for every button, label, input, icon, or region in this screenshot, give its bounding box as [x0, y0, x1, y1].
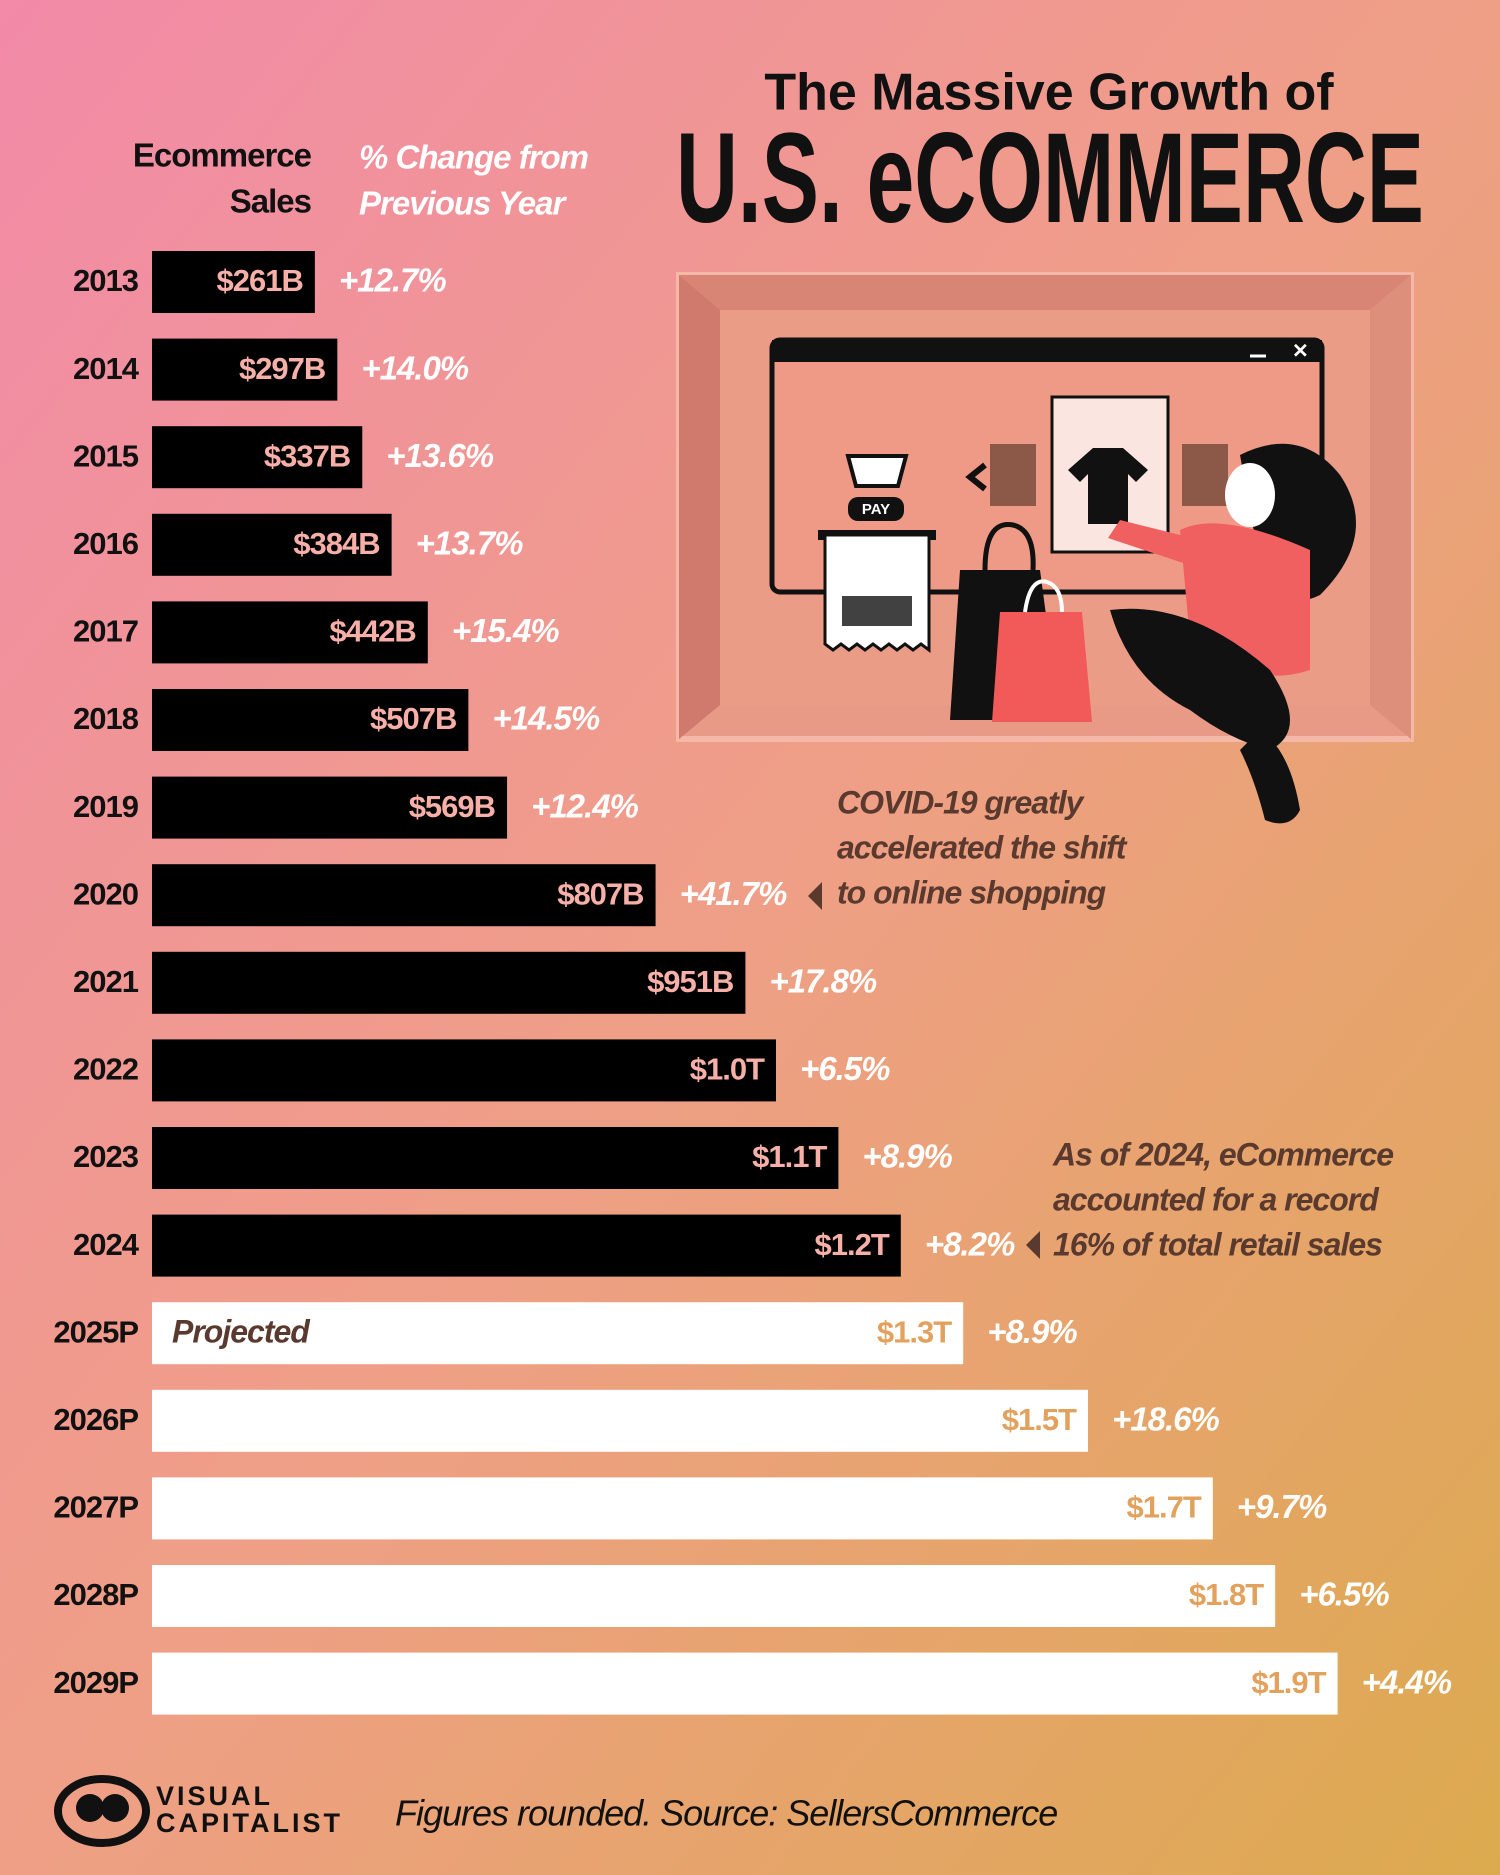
bar: [152, 1565, 1276, 1627]
value-label: $261B: [217, 263, 303, 298]
change-label: +9.7%: [1237, 1488, 1327, 1525]
annotation-arrow: [1026, 1231, 1040, 1259]
y-tick-label: 2021: [73, 964, 139, 999]
y-tick-label: 2018: [73, 701, 139, 736]
change-label: +13.7%: [416, 525, 523, 562]
bar: [152, 1039, 776, 1102]
change-label: +14.0%: [361, 349, 468, 386]
value-label: $507B: [370, 701, 456, 736]
projected-label: Projected: [172, 1314, 311, 1350]
bar: [152, 864, 656, 927]
change-label: +18.6%: [1112, 1401, 1219, 1438]
bar: [152, 689, 469, 751]
y-tick-label: 2014: [73, 351, 140, 386]
change-label: +8.2%: [925, 1225, 1015, 1262]
y-tick-label: 2019: [73, 789, 139, 824]
annotation: accounted for a record: [1053, 1181, 1380, 1217]
bar: [152, 1652, 1338, 1715]
change-label: +6.5%: [1299, 1576, 1389, 1613]
headers: The Massive Growth of U.S. eCOMMERCE Eco…: [54, 64, 1424, 1847]
chart-subtitle: U.S. eCOMMERCE: [676, 107, 1424, 250]
column-header: Ecommerce: [133, 137, 312, 174]
annotation-arrow: [808, 882, 822, 910]
value-label: $297B: [239, 351, 325, 386]
bar: [152, 1477, 1213, 1540]
change-label: +8.9%: [987, 1313, 1077, 1350]
svg-text:PAY: PAY: [862, 501, 890, 518]
change-label: +6.5%: [800, 1050, 890, 1087]
value-label: $384B: [293, 526, 379, 561]
bar: [152, 1302, 964, 1365]
y-tick-label: 2022: [73, 1052, 138, 1087]
y-tick-label: 2016: [73, 526, 139, 561]
bar: [152, 1214, 901, 1277]
annotation: 16% of total retail sales: [1053, 1226, 1382, 1262]
annotation: As of 2024, eCommerce: [1052, 1136, 1393, 1172]
y-tick-label: 2027P: [53, 1490, 138, 1525]
y-tick-label: 2029P: [53, 1665, 138, 1700]
value-label: $1.0T: [690, 1052, 765, 1087]
column-header: Previous Year: [359, 185, 567, 222]
y-tick-label: 2028P: [53, 1577, 138, 1612]
change-label: +17.8%: [769, 963, 876, 1000]
source: Figures rounded. Source: SellersCommerce: [395, 1793, 1057, 1834]
annotation: accelerated the shift: [837, 829, 1128, 865]
value-label: $1.1T: [752, 1139, 827, 1174]
change-label: +4.4%: [1362, 1663, 1452, 1700]
change-label: +13.6%: [386, 437, 493, 474]
change-label: +12.4%: [531, 787, 638, 824]
y-tick-label: 2024: [73, 1227, 140, 1262]
change-label: +41.7%: [680, 875, 787, 912]
brand: CAPITALIST: [156, 1808, 343, 1838]
annotation: COVID-19 greatly: [837, 784, 1086, 820]
bar: [152, 951, 746, 1014]
y-tick-label: 2013: [73, 263, 139, 298]
change-label: +8.9%: [862, 1138, 952, 1175]
value-label: $1.9T: [1251, 1665, 1326, 1700]
y-tick-label: 2020: [73, 876, 138, 911]
value-label: $807B: [557, 876, 643, 911]
value-label: $1.3T: [877, 1314, 952, 1349]
bar: [152, 513, 392, 576]
bar: [152, 776, 508, 839]
change-label: +15.4%: [452, 612, 559, 649]
chart-title: The Massive Growth of: [764, 64, 1334, 122]
svg-text:✕: ✕: [1292, 340, 1309, 362]
value-label: $1.2T: [815, 1227, 890, 1262]
y-tick-label: 2026P: [53, 1402, 138, 1437]
value-label: $1.7T: [1127, 1490, 1202, 1525]
value-label: $951B: [647, 964, 733, 999]
illustration: ✕ PAY: [676, 272, 1414, 824]
column-header: % Change from: [359, 139, 588, 176]
bar: [152, 426, 363, 489]
y-tick-label: 2023: [73, 1139, 139, 1174]
value-label: $569B: [409, 789, 495, 824]
brand: VISUAL: [156, 1781, 273, 1811]
bar: [152, 251, 315, 313]
y-tick-label: 2025P: [53, 1314, 138, 1349]
value-label: $337B: [264, 438, 350, 473]
y-tick-label: 2017: [73, 614, 138, 649]
bar: [152, 1127, 839, 1189]
bar: [152, 338, 338, 401]
change-label: +14.5%: [492, 700, 599, 737]
value-label: $1.5T: [1002, 1402, 1077, 1437]
bar: [152, 601, 428, 664]
annotation: to online shopping: [837, 874, 1106, 910]
bar: [152, 1389, 1088, 1452]
value-label: $1.8T: [1189, 1577, 1264, 1612]
logo: [54, 1775, 150, 1847]
y-tick-label: 2015: [73, 438, 139, 473]
column-header: Sales: [230, 183, 311, 220]
change-label: +12.7%: [339, 262, 446, 299]
value-label: $442B: [329, 614, 415, 649]
